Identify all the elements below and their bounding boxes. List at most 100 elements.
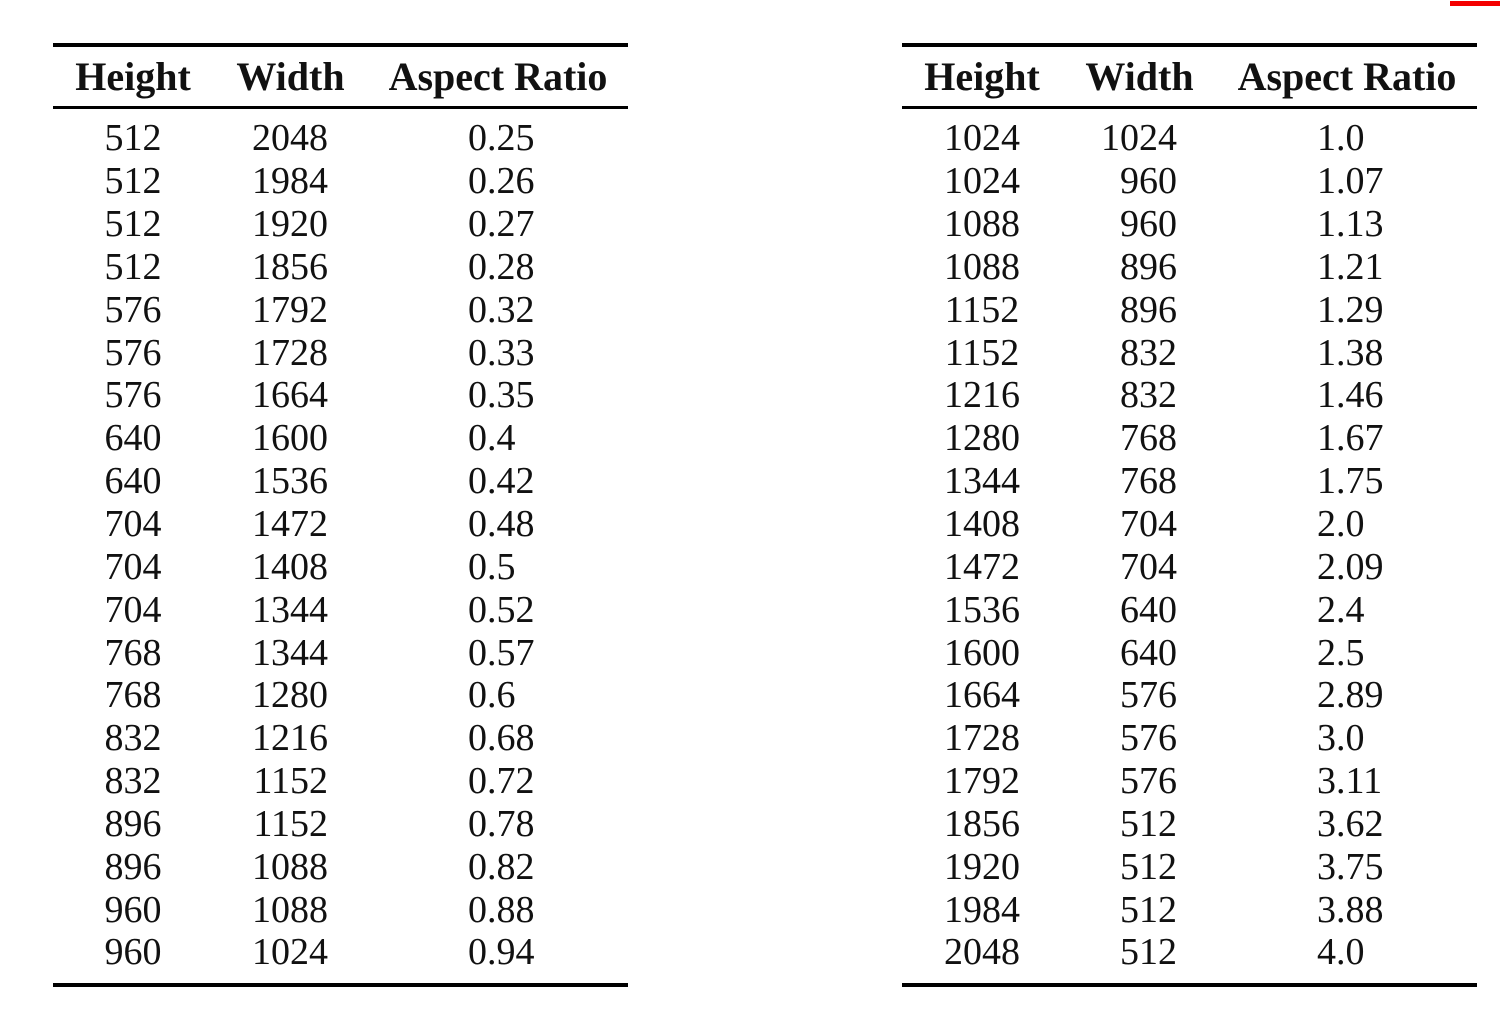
table-row: 1088 896 1.21 xyxy=(902,246,1477,289)
width-cell: 1984 xyxy=(252,160,328,203)
table-row: 1920 512 3.75 xyxy=(902,845,1477,888)
height-cell: 704 xyxy=(104,545,162,588)
red-annotation-marker xyxy=(1450,1,1500,6)
column-header-height: Height xyxy=(902,45,1062,109)
height-cell: 1984 xyxy=(944,888,1020,931)
width-cell: 1088 xyxy=(252,888,328,931)
height-cell: 512 xyxy=(104,160,162,203)
table-row: 1024 960 1.07 xyxy=(902,160,1477,203)
aspect-ratio-cell: 0.33 xyxy=(468,331,535,374)
aspect-ratio-cell: 3.11 xyxy=(1317,760,1383,803)
width-cell: 576 xyxy=(1120,674,1177,717)
width-cell: 576 xyxy=(1120,717,1177,760)
aspect-ratio-cell: 0.32 xyxy=(468,288,535,331)
aspect-ratio-cell: 0.35 xyxy=(468,374,535,417)
width-cell: 896 xyxy=(1120,245,1177,288)
height-cell: 832 xyxy=(104,760,162,803)
table-row: 896 1152 0.78 xyxy=(53,803,628,846)
width-cell: 512 xyxy=(1120,845,1177,888)
aspect-ratio-cell: 4.0 xyxy=(1317,931,1365,974)
aspect-ratio-cell: 1.0 xyxy=(1317,117,1365,160)
table-header: Height Width Aspect Ratio xyxy=(53,45,628,109)
height-cell: 896 xyxy=(104,845,162,888)
column-header-aspect-ratio: Aspect Ratio xyxy=(1217,45,1477,109)
width-cell: 1152 xyxy=(253,760,328,803)
width-cell: 832 xyxy=(1120,374,1177,417)
height-cell: 576 xyxy=(104,288,162,331)
aspect-ratio-cell: 0.5 xyxy=(468,545,516,588)
aspect-ratio-cell: 1.21 xyxy=(1317,245,1384,288)
height-cell: 512 xyxy=(104,245,162,288)
width-cell: 1792 xyxy=(252,288,328,331)
table-row: 768 1344 0.57 xyxy=(53,631,628,674)
height-cell: 1088 xyxy=(944,203,1020,246)
aspect-ratio-cell: 3.62 xyxy=(1317,802,1384,845)
height-cell: 576 xyxy=(104,374,162,417)
column-header-width: Width xyxy=(1062,45,1217,109)
width-cell: 1280 xyxy=(252,674,328,717)
aspect-ratio-cell: 0.57 xyxy=(468,631,535,674)
height-cell: 512 xyxy=(104,117,162,160)
table-row: 832 1216 0.68 xyxy=(53,717,628,760)
table-row: 1984 512 3.88 xyxy=(902,888,1477,931)
header-row: Height Width Aspect Ratio xyxy=(902,45,1477,109)
aspect-ratio-cell: 3.75 xyxy=(1317,845,1384,888)
height-cell: 1216 xyxy=(944,374,1020,417)
height-cell: 960 xyxy=(104,931,162,974)
resolution-table-right: Height Width Aspect Ratio 1024 1024 1.0 102… xyxy=(902,43,1477,987)
table-row: 1472 704 2.09 xyxy=(902,545,1477,588)
table-row: 960 1088 0.88 xyxy=(53,888,628,931)
height-cell: 768 xyxy=(104,674,162,717)
height-cell: 1472 xyxy=(944,545,1020,588)
width-cell: 704 xyxy=(1120,503,1177,546)
width-cell: 512 xyxy=(1120,931,1177,974)
table-row: 512 1920 0.27 xyxy=(53,203,628,246)
aspect-ratio-cell: 0.27 xyxy=(468,203,535,246)
aspect-ratio-cell: 0.42 xyxy=(468,460,535,503)
aspect-ratio-cell: 0.28 xyxy=(468,245,535,288)
width-cell: 832 xyxy=(1120,331,1177,374)
width-cell: 640 xyxy=(1120,588,1177,631)
aspect-ratio-cell: 1.13 xyxy=(1317,203,1384,246)
resolution-table-left: Height Width Aspect Ratio 512 2048 0.25 512… xyxy=(53,43,628,987)
aspect-ratio-cell: 0.68 xyxy=(468,717,535,760)
width-cell: 1344 xyxy=(252,631,328,674)
table-row: 1216 832 1.46 xyxy=(902,374,1477,417)
table-row: 1344 768 1.75 xyxy=(902,460,1477,503)
table-row: 832 1152 0.72 xyxy=(53,760,628,803)
height-cell: 640 xyxy=(104,460,162,503)
aspect-ratio-cell: 1.75 xyxy=(1317,460,1384,503)
height-cell: 768 xyxy=(104,631,162,674)
table-row: 512 1984 0.26 xyxy=(53,160,628,203)
aspect-ratio-cell: 0.52 xyxy=(468,588,535,631)
height-cell: 1024 xyxy=(944,160,1020,203)
table-row: 1600 640 2.5 xyxy=(902,631,1477,674)
table-row: 1856 512 3.62 xyxy=(902,803,1477,846)
aspect-ratio-cell: 1.07 xyxy=(1317,160,1384,203)
height-cell: 704 xyxy=(104,503,162,546)
height-cell: 512 xyxy=(104,203,162,246)
width-cell: 1472 xyxy=(252,503,328,546)
width-cell: 768 xyxy=(1120,460,1177,503)
width-cell: 1600 xyxy=(252,417,328,460)
width-cell: 960 xyxy=(1120,203,1177,246)
table-header: Height Width Aspect Ratio xyxy=(902,45,1477,109)
height-cell: 2048 xyxy=(944,931,1020,974)
width-cell: 1152 xyxy=(253,802,328,845)
height-cell: 1088 xyxy=(944,245,1020,288)
table-body: 1024 1024 1.0 1024 960 1.07 1088 960 1.13 1088 896… xyxy=(902,108,1477,985)
table-row: 1408 704 2.0 xyxy=(902,503,1477,546)
table-row: 1152 896 1.29 xyxy=(902,288,1477,331)
aspect-ratio-cell: 1.46 xyxy=(1317,374,1384,417)
table-row: 640 1536 0.42 xyxy=(53,460,628,503)
width-cell: 1024 xyxy=(1101,117,1177,160)
table-row: 704 1344 0.52 xyxy=(53,588,628,631)
aspect-ratio-cell: 2.09 xyxy=(1317,545,1384,588)
height-cell: 1024 xyxy=(944,117,1020,160)
table-row: 2048 512 4.0 xyxy=(902,931,1477,985)
height-cell: 1856 xyxy=(944,802,1020,845)
aspect-ratio-cell: 1.29 xyxy=(1317,288,1384,331)
table-row: 1664 576 2.89 xyxy=(902,674,1477,717)
width-cell: 1216 xyxy=(252,717,328,760)
height-cell: 1408 xyxy=(944,503,1020,546)
